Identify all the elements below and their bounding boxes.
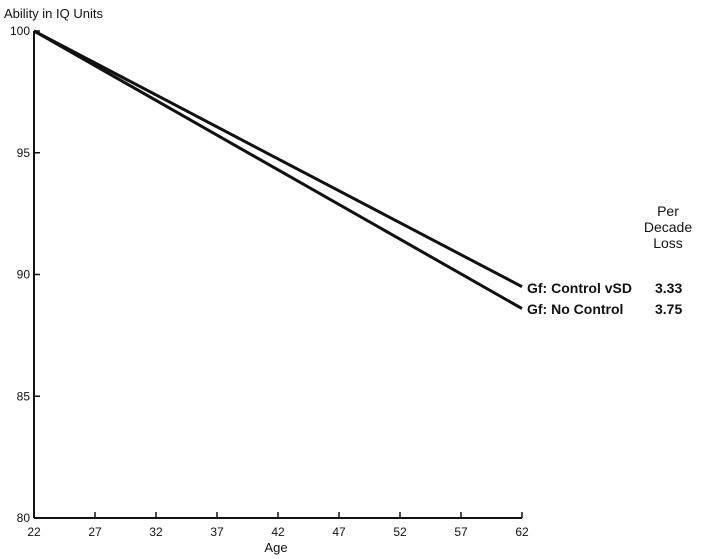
x-tick-label-57: 57	[454, 525, 468, 539]
y-tick-label-95: 95	[17, 146, 31, 160]
series-lines	[33, 29, 523, 310]
x-tick-label-62: 62	[515, 525, 529, 539]
x-tick-label-22: 22	[27, 525, 41, 539]
y-tick-label-100: 100	[10, 24, 30, 38]
header-line-per: Per	[657, 203, 679, 219]
x-axis-label: Age	[264, 540, 287, 555]
x-tick-label-52: 52	[393, 525, 407, 539]
y-tick-label-80: 80	[17, 511, 31, 525]
y-tick-label-85: 85	[17, 389, 31, 403]
series-line-1	[33, 29, 523, 310]
header-line-loss: Loss	[653, 235, 683, 251]
header-line-decade: Decade	[643, 219, 693, 235]
x-tick-label-47: 47	[332, 525, 346, 539]
axes	[33, 31, 522, 519]
per-decade-loss-header: Per Decade Loss	[636, 203, 700, 251]
x-tick-label-32: 32	[149, 525, 163, 539]
series-line-0	[33, 29, 523, 289]
y-axis-label: Ability in IQ Units	[4, 6, 103, 21]
y-tick-label-90: 90	[17, 268, 31, 282]
series-label-no-control: Gf: No Control	[527, 301, 624, 317]
series-loss-no-control: 3.75	[655, 301, 683, 317]
x-tick-label-27: 27	[88, 525, 102, 539]
series-loss-control: 3.33	[655, 280, 683, 296]
series-label-control: Gf: Control vSD	[527, 280, 632, 296]
x-tick-label-37: 37	[210, 525, 224, 539]
x-tick-label-42: 42	[271, 525, 285, 539]
ticks: 22 27 32 37 42 47 52 57 62 80 85 90 95 100 Age	[10, 24, 529, 555]
